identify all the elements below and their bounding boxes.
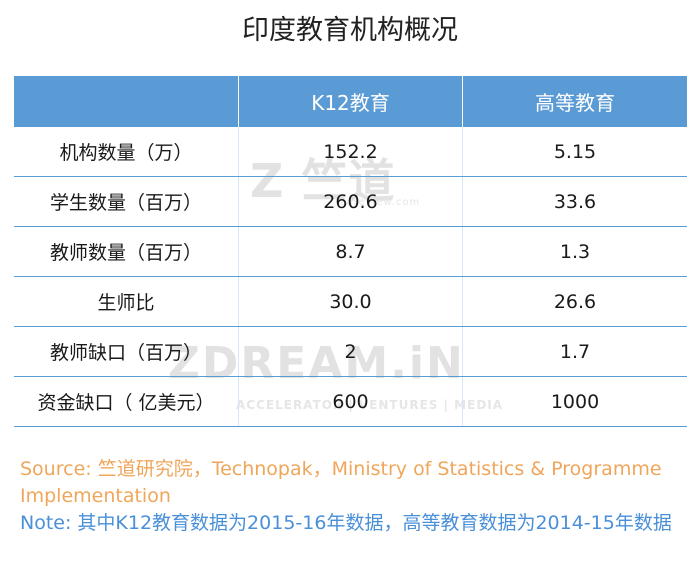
- higher-ed-value: 1.7: [462, 327, 687, 376]
- row-label: 学生数量（百万）: [49, 192, 202, 214]
- table-header-row: K12教育 高等教育: [14, 76, 687, 127]
- k12-value: 152.2: [238, 127, 462, 176]
- higher-ed-value: 33.6: [462, 177, 687, 226]
- higher-ed-value: 1000: [462, 377, 687, 426]
- k12-value: 30.0: [238, 277, 462, 326]
- k12-value: 600: [238, 377, 462, 426]
- header-cell-empty: [14, 76, 238, 127]
- table-row: 机构数量（万） 152.2 5.15: [14, 127, 687, 177]
- table-row: 教师缺口（百万） 2 1.7: [14, 327, 687, 377]
- education-table: K12教育 高等教育 机构数量（万） 152.2 5.15 学生数量（百万） 2…: [14, 76, 687, 427]
- higher-ed-value: 26.6: [462, 277, 687, 326]
- higher-ed-value: 1.3: [462, 227, 687, 276]
- source-note: Source: 竺道研究院，Technopak，Ministry of Stat…: [20, 458, 662, 507]
- row-label: 资金缺口（ 亿美元）: [37, 392, 215, 414]
- k12-value: 8.7: [238, 227, 462, 276]
- higher-ed-value: 5.15: [462, 127, 687, 176]
- page-title: 印度教育机构概况: [242, 15, 458, 46]
- header-cell-higher-ed: 高等教育: [462, 76, 687, 127]
- row-label: 教师缺口（百万）: [49, 342, 202, 364]
- data-note: Note: 其中K12教育数据为2015-16年数据，高等教育数据为2014-1…: [20, 512, 672, 534]
- row-label: 生师比: [97, 292, 155, 314]
- k12-value: 260.6: [238, 177, 462, 226]
- k12-value: 2: [238, 327, 462, 376]
- table-row: 生师比 30.0 26.6: [14, 277, 687, 327]
- table-row: 教师数量（百万） 8.7 1.3: [14, 227, 687, 277]
- header-cell-k12: K12教育: [238, 76, 462, 127]
- table-row: 资金缺口（ 亿美元） 600 1000: [14, 377, 687, 427]
- table-row: 学生数量（百万） 260.6 33.6: [14, 177, 687, 227]
- row-label: 教师数量（百万）: [49, 242, 202, 264]
- row-label: 机构数量（万）: [59, 142, 193, 164]
